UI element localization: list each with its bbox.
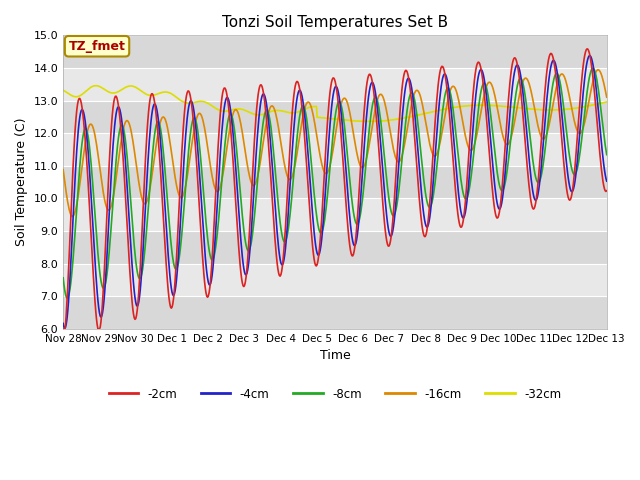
Bar (63, 296, 607, 329)
Y-axis label: Soil Temperature (C): Soil Temperature (C) (15, 118, 28, 246)
X-axis label: Time: Time (319, 349, 350, 362)
Bar (63, 101, 607, 133)
Bar (63, 166, 607, 199)
Bar (63, 68, 607, 101)
Bar (63, 231, 607, 264)
Bar (63, 199, 607, 231)
Bar (63, 264, 607, 296)
Legend: -2cm, -4cm, -8cm, -16cm, -32cm: -2cm, -4cm, -8cm, -16cm, -32cm (104, 383, 566, 405)
Title: Tonzi Soil Temperatures Set B: Tonzi Soil Temperatures Set B (222, 15, 448, 30)
Bar (63, 133, 607, 166)
Text: TZ_fmet: TZ_fmet (68, 40, 125, 53)
Bar (63, 36, 607, 68)
